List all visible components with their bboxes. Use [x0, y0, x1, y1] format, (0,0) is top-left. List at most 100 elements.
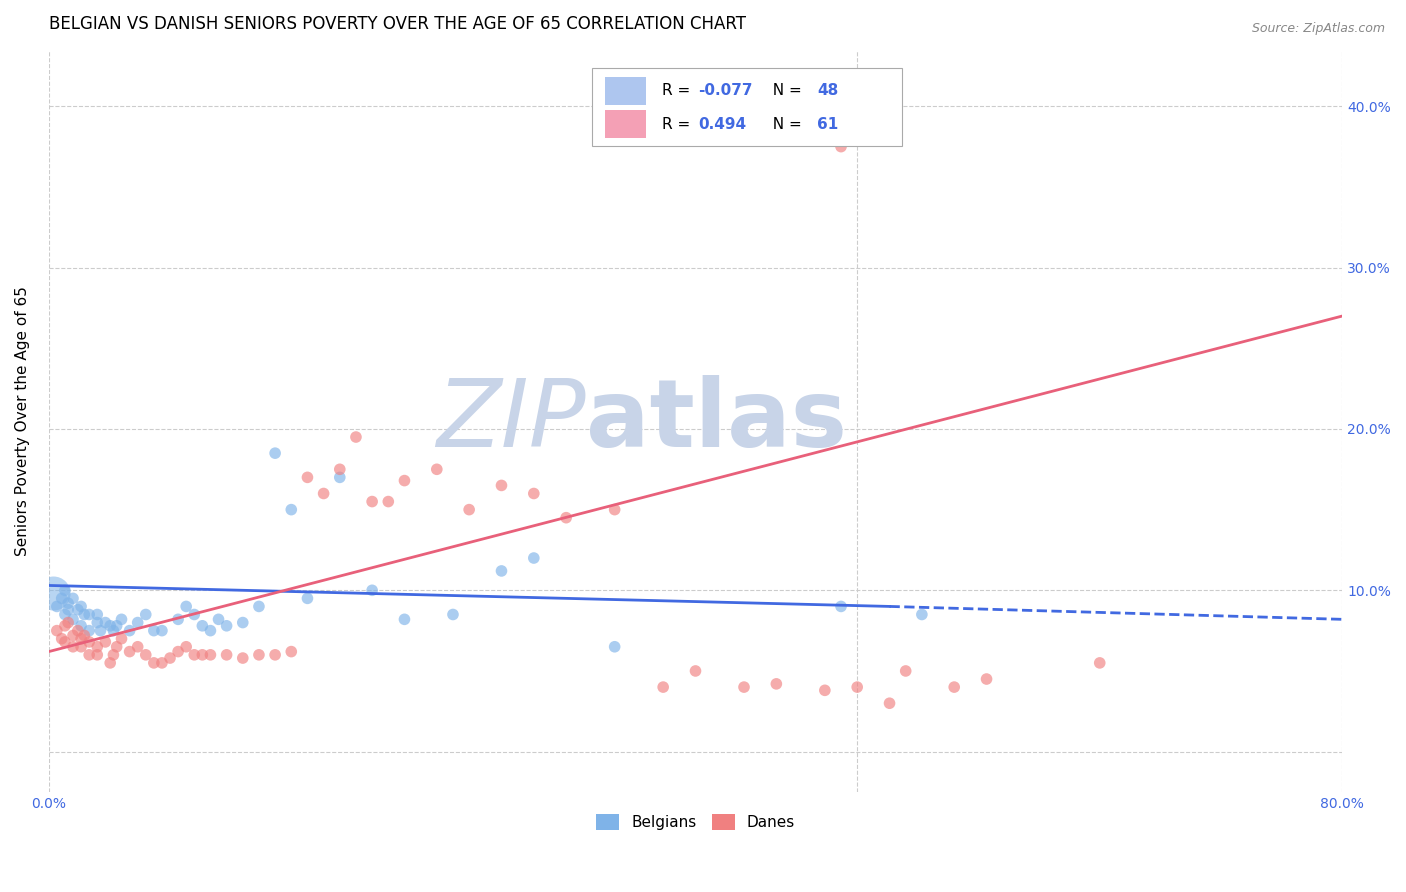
Point — [86, 615, 108, 630]
Point — [42, 586, 65, 600]
Point — [103, 648, 125, 662]
Point — [603, 640, 626, 654]
Y-axis label: Seniors Poverty Over the Age of 65: Seniors Poverty Over the Age of 65 — [15, 286, 30, 556]
Point — [1088, 656, 1111, 670]
Point — [523, 551, 546, 566]
Text: N =: N = — [763, 83, 807, 98]
Point — [894, 664, 917, 678]
Point — [142, 656, 165, 670]
Point — [98, 656, 121, 670]
Point — [247, 599, 270, 614]
Point — [56, 596, 79, 610]
Point — [394, 474, 416, 488]
Point — [89, 624, 111, 638]
Point — [127, 615, 149, 630]
Point — [62, 640, 84, 654]
Point — [344, 430, 367, 444]
Text: 61: 61 — [817, 117, 838, 131]
Point — [329, 470, 352, 484]
Point — [491, 564, 513, 578]
Point — [174, 599, 197, 614]
Point — [846, 680, 869, 694]
Point — [652, 680, 675, 694]
Point — [215, 648, 238, 662]
Point — [56, 615, 79, 630]
Point — [215, 619, 238, 633]
Point — [523, 486, 546, 500]
Point — [167, 644, 190, 658]
Point — [458, 502, 481, 516]
Point — [135, 607, 157, 622]
Legend: Belgians, Danes: Belgians, Danes — [591, 808, 801, 837]
Point — [491, 478, 513, 492]
Point — [77, 624, 100, 638]
Point — [377, 494, 399, 508]
Point — [105, 640, 128, 654]
Point — [685, 664, 707, 678]
Point — [312, 486, 335, 500]
Point — [232, 615, 254, 630]
Point — [361, 583, 384, 598]
Point — [733, 680, 755, 694]
Point — [110, 632, 132, 646]
Point — [70, 632, 93, 646]
Point — [167, 612, 190, 626]
Text: -0.077: -0.077 — [699, 83, 752, 98]
Point — [159, 651, 181, 665]
Text: N =: N = — [763, 117, 807, 131]
Point — [77, 648, 100, 662]
Point — [297, 470, 319, 484]
Point — [232, 651, 254, 665]
Point — [86, 648, 108, 662]
Point — [73, 607, 96, 622]
Point — [94, 615, 117, 630]
Point — [53, 607, 76, 622]
Point — [105, 619, 128, 633]
Point — [191, 648, 214, 662]
Point — [98, 619, 121, 633]
Point — [70, 640, 93, 654]
Text: R =: R = — [662, 117, 700, 131]
Point — [86, 640, 108, 654]
Point — [264, 648, 287, 662]
Point — [94, 635, 117, 649]
Point — [603, 502, 626, 516]
Point — [247, 648, 270, 662]
Point — [361, 494, 384, 508]
Text: 0.494: 0.494 — [699, 117, 747, 131]
Point — [976, 672, 998, 686]
Point — [329, 462, 352, 476]
Point — [150, 656, 173, 670]
Point — [66, 624, 89, 638]
Point — [110, 612, 132, 626]
Point — [127, 640, 149, 654]
Point — [70, 599, 93, 614]
Point — [56, 602, 79, 616]
Point — [394, 612, 416, 626]
Point — [200, 648, 222, 662]
Point — [280, 502, 302, 516]
Text: atlas: atlas — [585, 375, 846, 467]
Point — [765, 677, 787, 691]
Point — [118, 624, 141, 638]
Point — [264, 446, 287, 460]
Point — [45, 599, 67, 614]
Point — [174, 640, 197, 654]
Point — [207, 612, 229, 626]
Point — [441, 607, 464, 622]
Point — [911, 607, 934, 622]
Point — [191, 619, 214, 633]
Point — [200, 624, 222, 638]
Point — [150, 624, 173, 638]
Point — [77, 635, 100, 649]
Point — [45, 624, 67, 638]
Point — [426, 462, 449, 476]
Point — [814, 683, 837, 698]
FancyBboxPatch shape — [605, 110, 647, 138]
Point — [53, 619, 76, 633]
Point — [77, 607, 100, 622]
Point — [66, 602, 89, 616]
Text: 48: 48 — [817, 83, 838, 98]
Text: R =: R = — [662, 83, 695, 98]
Point — [53, 583, 76, 598]
